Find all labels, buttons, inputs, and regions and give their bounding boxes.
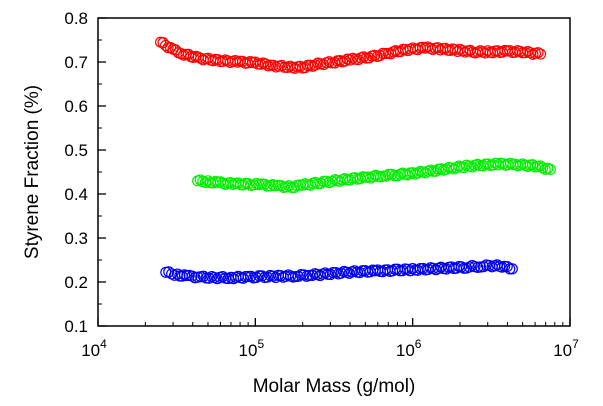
x-tick-label: 107 [553, 337, 579, 360]
data-point [458, 161, 470, 174]
data-point [256, 270, 268, 282]
data-point [388, 170, 401, 182]
data-point [404, 265, 416, 277]
data-point [288, 181, 300, 194]
data-point [229, 54, 241, 67]
data-point [249, 56, 261, 68]
y-tick-label: 0.1 [64, 317, 88, 336]
data-point [544, 163, 556, 175]
data-point [363, 52, 375, 64]
y-tick-label: 0.3 [64, 229, 88, 248]
data-point [374, 49, 386, 62]
data-point [377, 170, 389, 182]
data-point [309, 59, 322, 71]
data-point [317, 175, 330, 187]
data-point [527, 159, 539, 171]
data-point [501, 260, 513, 273]
data-point [344, 54, 356, 66]
data-point [275, 179, 287, 192]
data-point [164, 42, 177, 54]
data-point [175, 48, 187, 60]
data-point [267, 59, 279, 71]
data-point [339, 55, 351, 67]
data-point [163, 266, 175, 278]
y-axis-title: Styrene Fraction (%) [22, 85, 43, 259]
data-point [285, 181, 298, 194]
series-1 [155, 36, 547, 74]
y-tick-label: 0.6 [64, 97, 88, 116]
data-point [534, 48, 547, 60]
series-2 [192, 157, 556, 194]
data-point [283, 180, 295, 192]
x-tick-label: 106 [396, 337, 422, 360]
data-point [430, 165, 442, 177]
data-point [335, 267, 347, 279]
data-point [326, 175, 338, 188]
y-tick-label: 0.2 [64, 273, 88, 292]
data-point [250, 271, 262, 283]
data-point [324, 268, 337, 281]
x-tick-label: 105 [239, 337, 265, 360]
y-tick-label: 0.8 [64, 9, 88, 28]
data-point [317, 58, 330, 71]
data-point [289, 270, 302, 283]
x-axis-title: Molar Mass (g/mol) [253, 376, 416, 397]
data-point [383, 168, 395, 180]
data-point [506, 263, 518, 275]
data-point [203, 272, 215, 284]
data-point [352, 54, 364, 66]
data-point [292, 270, 304, 283]
data-point [242, 270, 254, 283]
data-point [327, 267, 339, 279]
data-point [186, 270, 198, 282]
y-tick-label: 0.4 [64, 185, 88, 204]
x-tick-label: 104 [81, 337, 107, 360]
data-point [537, 162, 549, 174]
y-tick-label: 0.5 [64, 141, 88, 160]
y-tick-label: 0.7 [64, 53, 88, 72]
data-point [261, 271, 273, 283]
data-markers [155, 36, 556, 285]
data-point [242, 178, 254, 190]
data-point [258, 178, 271, 190]
series-3 [160, 259, 518, 285]
data-point [315, 177, 327, 189]
y-axis: 0.1 0.2 0.3 0.4 0.5 0.6 0.7 0.8 [64, 9, 106, 336]
data-point [299, 61, 311, 74]
x-axis: 104 105 106 107 [81, 318, 579, 360]
data-point [259, 58, 272, 70]
data-point [380, 170, 392, 182]
data-point [194, 174, 206, 186]
data-point [197, 270, 210, 282]
data-point [276, 59, 288, 72]
